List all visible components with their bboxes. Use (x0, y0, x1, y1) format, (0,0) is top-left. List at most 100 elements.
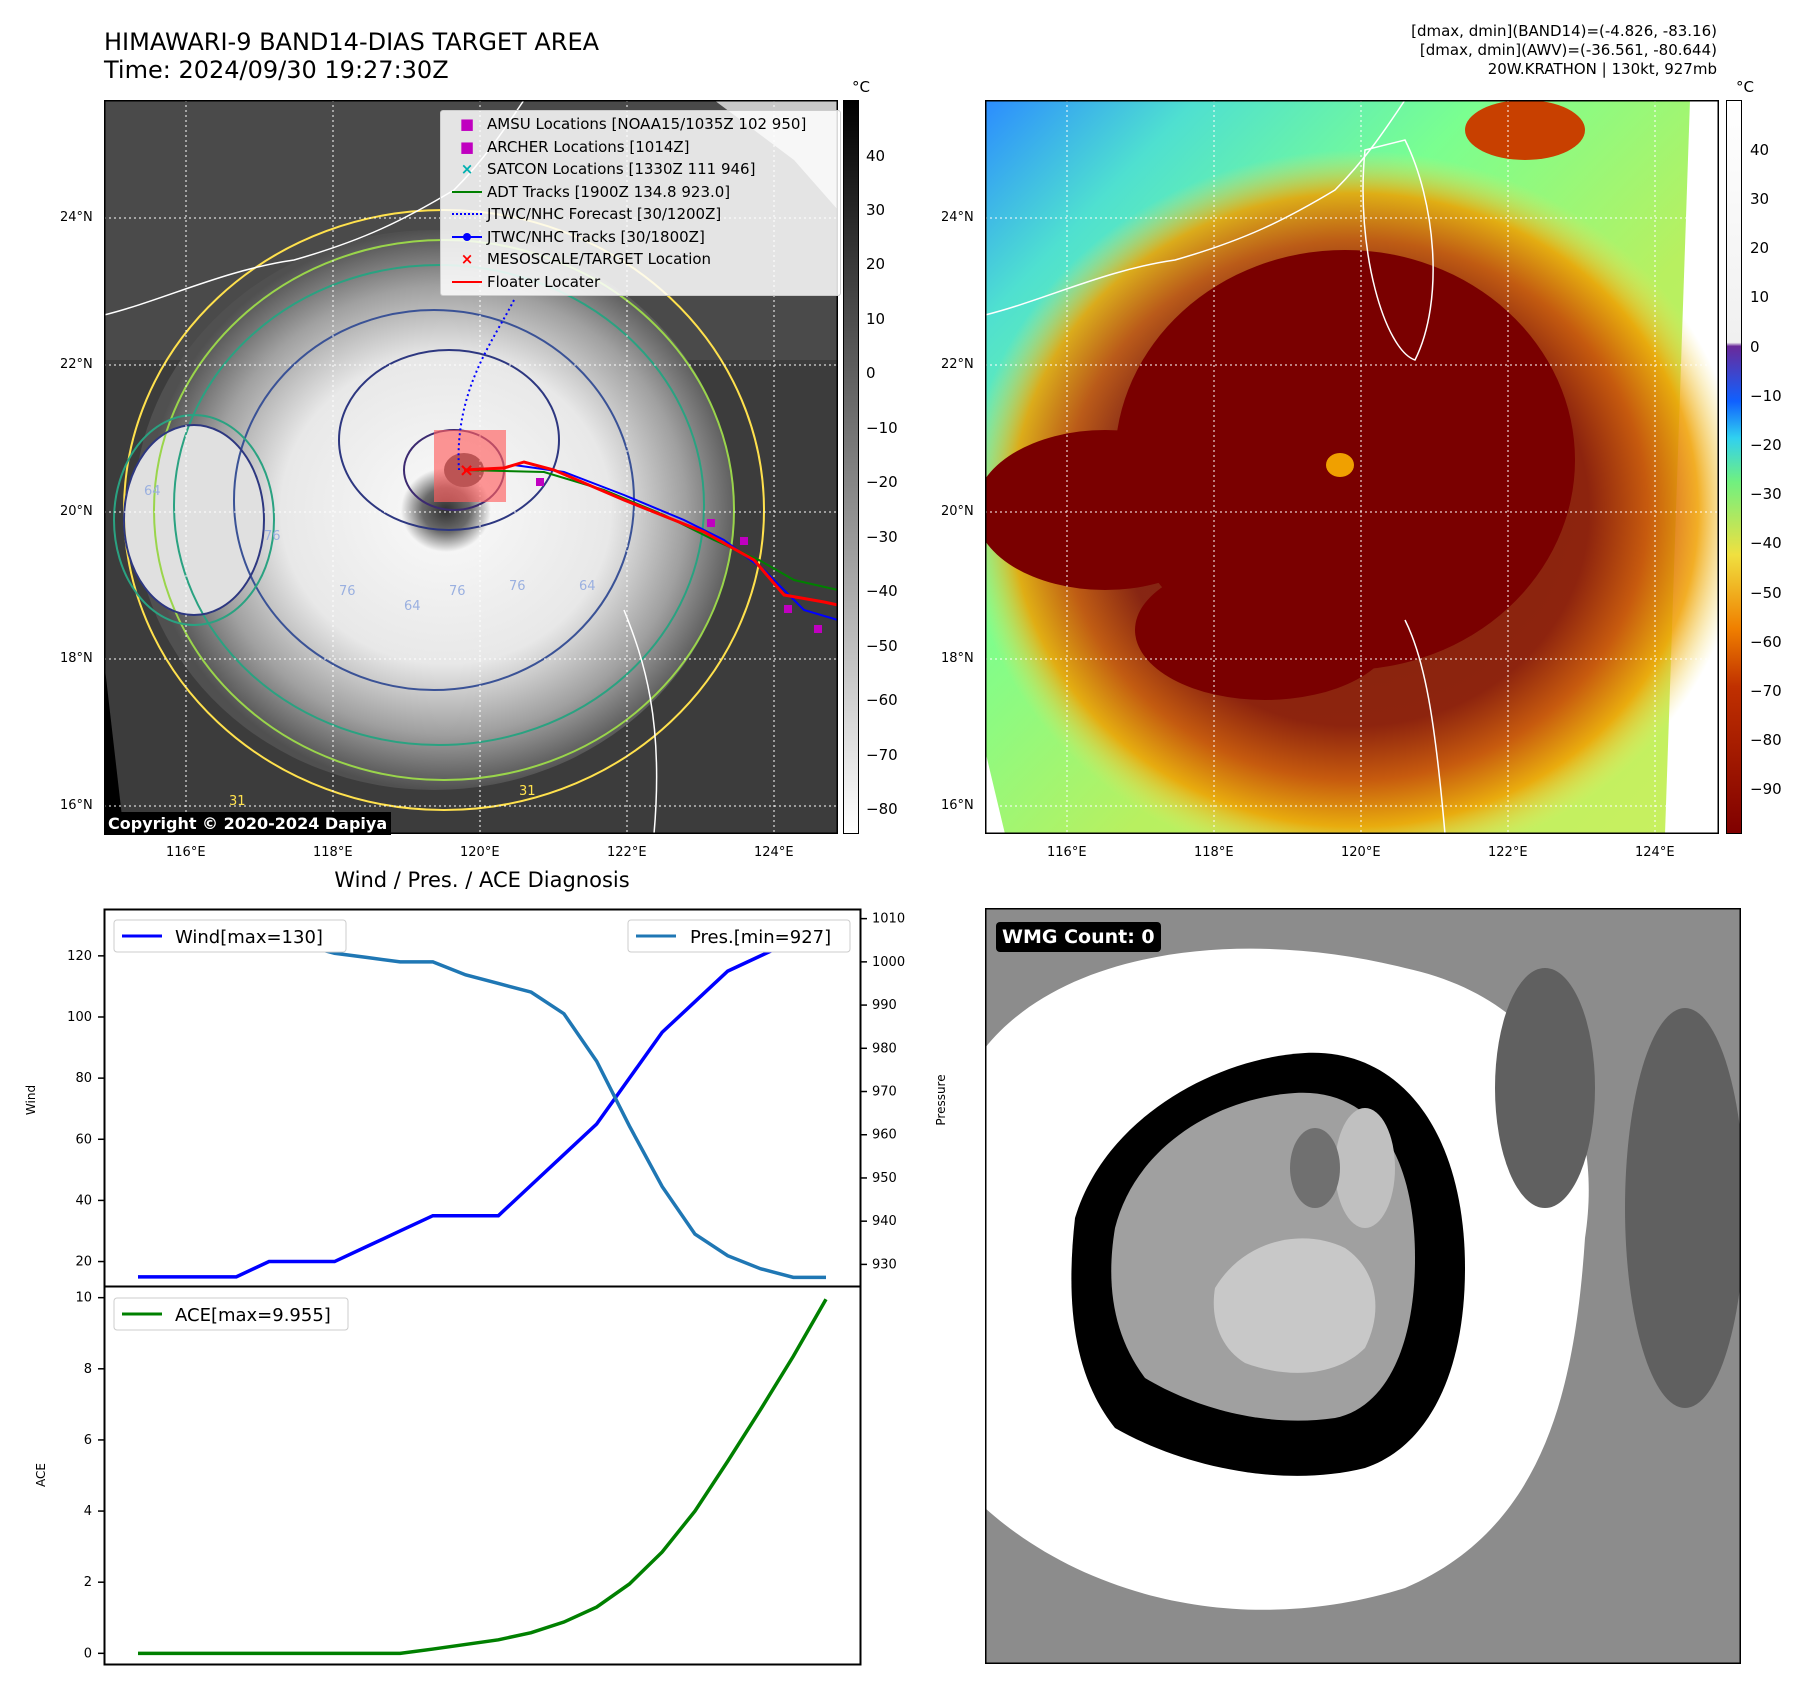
cloud-west (124, 425, 264, 615)
contour-label: 64 (404, 599, 421, 614)
legend-entry-target: × MESOSCALE/TARGET Location (460, 250, 712, 269)
amsu-markers (536, 478, 822, 633)
lon-label: 124°E (1635, 845, 1675, 860)
lon-label: 116°E (1047, 845, 1087, 860)
lat-label: 18°N (60, 651, 93, 666)
pressure-tick-label: 1010 (872, 912, 905, 927)
lat-label: 16°N (60, 798, 93, 813)
pressure-tick-label: 1000 (872, 955, 905, 970)
wind-tick-label: 20 (75, 1255, 92, 1270)
colorbar-gray-unit: °C (852, 78, 870, 96)
lon-label: 116°E (166, 845, 206, 860)
legend-entry-amsu: ■ AMSU Locations [NOAA15/1035Z 102 950] (459, 115, 807, 134)
svg-text:Pres.[min=927]: Pres.[min=927] (690, 927, 831, 948)
pressure-legend: Pres.[min=927] (627, 919, 851, 953)
ace-legend: ACE[max=9.955] (113, 1297, 349, 1331)
lon-label: 118°E (1194, 845, 1234, 860)
ace-line (138, 1298, 828, 1656)
lat-label: 22°N (60, 357, 93, 372)
wind-pres-axes (103, 908, 862, 1288)
info-line-1: [dmax, dmin](BAND14)=(-4.826, -83.16) (1411, 22, 1717, 40)
pressure-tick-label: 970 (872, 1085, 897, 1100)
contour-label: 31 (519, 784, 536, 799)
title-line-2: Time: 2024/09/30 19:27:30Z (104, 56, 449, 84)
pressure-tick-label: 950 (872, 1171, 897, 1186)
ace-tick-label: 10 (75, 1291, 92, 1306)
info-line-3: 20W.KRATHON | 130kt, 927mb (1487, 60, 1717, 78)
contour-label: 64 (579, 579, 596, 594)
lon-label: 124°E (754, 845, 794, 860)
wind-tick-label: 40 (75, 1193, 92, 1208)
lat-label: 16°N (941, 798, 974, 813)
jtwc-track (513, 464, 838, 621)
mesoscale-target-box (434, 430, 506, 502)
contour-label: 76 (264, 529, 281, 544)
lon-label: 122°E (607, 845, 647, 860)
colorbar-awv-ticks: 40 30 20 10 0 −10 −20 −30 −40 −50 −60 −7… (1750, 141, 1782, 798)
colorbar-gray (843, 100, 859, 834)
typhoon-cloud-shield (134, 230, 734, 790)
diagnosis-title: Wind / Pres. / ACE Diagnosis (334, 868, 630, 892)
contour-label: 64 (144, 484, 161, 499)
legend-entry-satcon: × SATCON Locations [1330Z 111 946] (460, 160, 756, 179)
legend-entry-adt: ADT Tracks [1900Z 134.8 923.0] (447, 181, 834, 204)
legend-entry-archer: ■ ARCHER Locations [1014Z] (459, 137, 690, 156)
wind-tick-label: 60 (75, 1132, 92, 1147)
jtwc-forecast-track (457, 299, 515, 471)
awv-map-panel (985, 100, 1719, 834)
pressure-tick-label: 940 (872, 1214, 897, 1229)
wmg-count-badge: WMG Count: 0 (996, 922, 1161, 952)
pressure-ylabel: Pressure (934, 1074, 948, 1125)
info-line-2: [dmax, dmin](AWV)=(-36.561, -80.644) (1419, 41, 1717, 59)
wind-legend: Wind[max=130] (113, 919, 347, 953)
contour-label-group: 64 76 76 64 76 76 64 31 31 (144, 484, 596, 809)
colorbar-awv (1726, 100, 1742, 834)
contour-label: 76 (449, 584, 466, 599)
wind-ylabel: Wind (24, 1085, 38, 1115)
awv-west-band (985, 430, 1235, 590)
colorbar-awv-unit: °C (1736, 78, 1754, 96)
title-line-1: HIMAWARI-9 BAND14-DIAS TARGET AREA (104, 28, 600, 56)
lat-label: 22°N (941, 357, 974, 372)
lat-label: 24°N (60, 210, 93, 225)
legend-entry-jtwc-tracks: JTWC/NHC Tracks [30/1800Z] (447, 226, 834, 249)
info-block: [dmax, dmin](BAND14)=(-4.826, -83.16) [d… (1411, 22, 1717, 79)
wind-tick-label: 100 (67, 1010, 92, 1025)
coastline-luzon (623, 609, 658, 834)
contour-label: 31 (229, 794, 246, 809)
wind-tick-label: 120 (67, 949, 92, 964)
awv-eye (1326, 453, 1354, 477)
ace-tick-label: 8 (84, 1362, 92, 1377)
pressure-tick-label: 980 (872, 1041, 897, 1056)
lon-label: 120°E (1341, 845, 1381, 860)
pressure-tick-label: 990 (872, 998, 897, 1013)
svg-text:Wind[max=130]: Wind[max=130] (175, 927, 323, 948)
lat-label: 24°N (941, 210, 974, 225)
lon-label: 118°E (313, 845, 353, 860)
contour-label: 76 (509, 579, 526, 594)
colorbar-gray-ticks: 40 30 20 10 0 −10 −20 −30 −40 −50 −60 −7… (866, 147, 898, 818)
ace-ylabel: ACE (34, 1463, 48, 1487)
copyright-label: Copyright © 2020-2024 Dapiya (104, 812, 392, 835)
ace-tick-label: 6 (84, 1433, 92, 1448)
lon-label: 122°E (1488, 845, 1528, 860)
contour-label: 76 (339, 584, 356, 599)
target-marker: × (459, 460, 474, 481)
pressure-tick-label: 930 (872, 1257, 897, 1272)
lon-label: 120°E (460, 845, 500, 860)
pressure-line (138, 925, 826, 1280)
pressure-tick-label: 960 (872, 1128, 897, 1143)
floater-track (463, 460, 838, 607)
lat-label: 18°N (941, 651, 974, 666)
legend-entry-floater: Floater Locater (447, 271, 834, 294)
ace-axes (103, 1285, 862, 1666)
wind-tick-label: 80 (75, 1071, 92, 1086)
figure-title: HIMAWARI-9 BAND14-DIAS TARGET AREA Time:… (104, 28, 599, 84)
lat-label: 20°N (60, 504, 93, 519)
ace-tick-label: 4 (84, 1504, 92, 1519)
lat-label: 20°N (941, 504, 974, 519)
diagnosis-chart: 2040608010012093094095096097098099010001… (24, 908, 948, 1666)
ace-tick-label: 0 (84, 1646, 92, 1661)
wind-line (138, 923, 827, 1279)
coastline-taiwan (1362, 139, 1434, 361)
